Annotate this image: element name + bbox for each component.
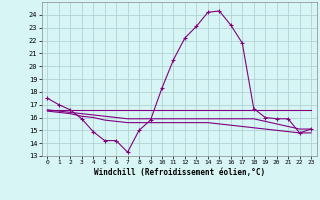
X-axis label: Windchill (Refroidissement éolien,°C): Windchill (Refroidissement éolien,°C) bbox=[94, 168, 265, 177]
